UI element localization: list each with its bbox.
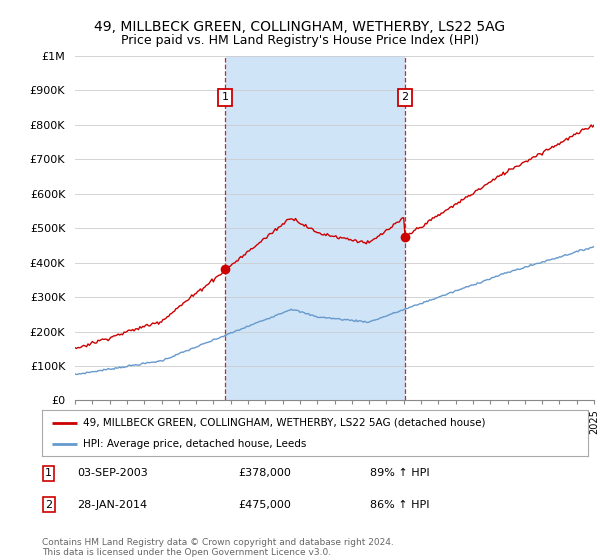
Text: 49, MILLBECK GREEN, COLLINGHAM, WETHERBY, LS22 5AG (detached house): 49, MILLBECK GREEN, COLLINGHAM, WETHERBY… (83, 418, 485, 428)
Text: 2: 2 (45, 500, 52, 510)
Text: 1: 1 (45, 468, 52, 478)
Text: HPI: Average price, detached house, Leeds: HPI: Average price, detached house, Leed… (83, 439, 307, 449)
Text: 03-SEP-2003: 03-SEP-2003 (77, 468, 148, 478)
Text: 28-JAN-2014: 28-JAN-2014 (77, 500, 148, 510)
Text: £475,000: £475,000 (239, 500, 292, 510)
Text: £378,000: £378,000 (239, 468, 292, 478)
Text: 49, MILLBECK GREEN, COLLINGHAM, WETHERBY, LS22 5AG: 49, MILLBECK GREEN, COLLINGHAM, WETHERBY… (94, 20, 506, 34)
Text: Contains HM Land Registry data © Crown copyright and database right 2024.
This d: Contains HM Land Registry data © Crown c… (42, 538, 394, 557)
Text: 89% ↑ HPI: 89% ↑ HPI (370, 468, 429, 478)
Text: 86% ↑ HPI: 86% ↑ HPI (370, 500, 429, 510)
Text: Price paid vs. HM Land Registry's House Price Index (HPI): Price paid vs. HM Land Registry's House … (121, 34, 479, 46)
Text: 2: 2 (401, 92, 409, 102)
Text: 1: 1 (221, 92, 229, 102)
